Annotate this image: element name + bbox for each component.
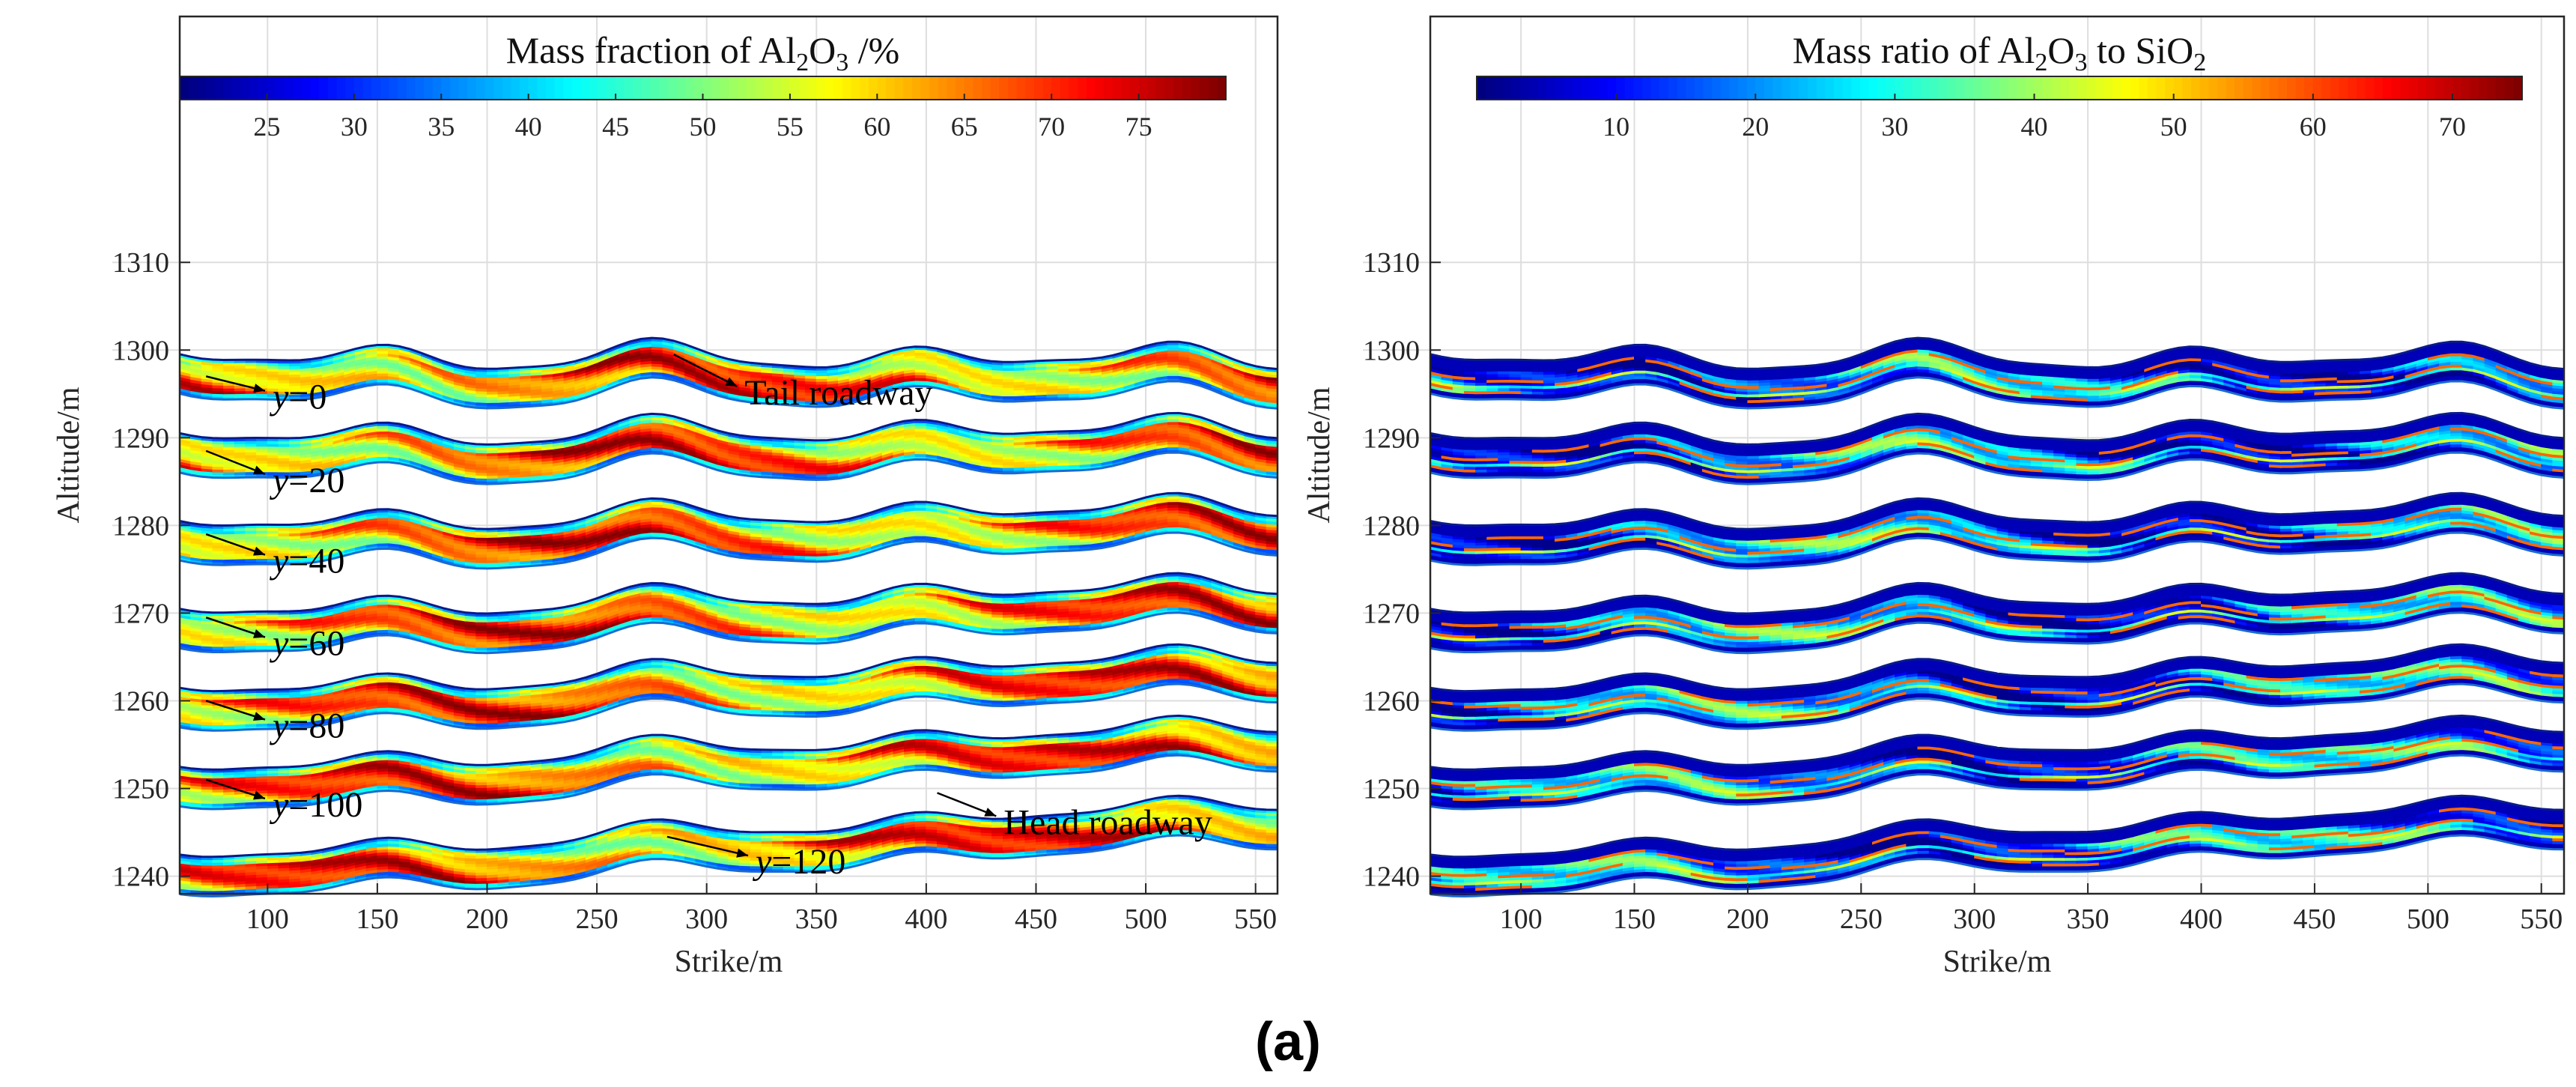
band-cell [256,446,268,450]
band-cell [256,448,268,452]
band-cell [1003,393,1015,396]
band-cell [1003,438,1015,443]
band-cell [1167,350,1179,354]
data-band-0 [179,336,1278,410]
band-cell [1003,384,1015,388]
band-cell [1167,347,1179,351]
band-cell [212,635,225,639]
band-cell [1003,390,1015,394]
band-cell [914,608,927,613]
band-cell [245,373,258,378]
band-cell [1003,370,1015,374]
band-cell [1003,378,1015,383]
band-cell [245,376,258,381]
band-cell [256,533,268,536]
band-cell [914,603,927,608]
band-cell [377,347,389,351]
band-cell [914,512,927,517]
band-cell [245,381,258,386]
band-cell [223,373,235,378]
band-cell [212,629,225,633]
band-cell [476,647,487,651]
band-cell [267,536,279,539]
band-cell [1003,396,1015,399]
band-cell [256,440,268,444]
band-cell [1167,355,1179,360]
band-cell [212,643,225,647]
band-cell [256,541,268,545]
band-cell [256,557,268,562]
band-cell [1167,352,1179,357]
band-cell [256,460,268,464]
band-cell [256,555,268,560]
band-cell [223,365,235,369]
band-cell [476,632,487,637]
band-cell [377,361,389,366]
band-cell [212,640,225,644]
band-cell [267,530,279,534]
band-cell [1167,415,1179,420]
band-cell [377,425,389,429]
band-cell [914,506,927,511]
band-cell [914,611,927,616]
band-cell [1003,381,1015,385]
band-cell [914,617,927,621]
panel-left-chart: 100 150 200 250 300 350 400 450 500 5501240125012… [52,15,1279,979]
band-cell [256,536,268,539]
band-cell [1003,364,1015,369]
band-cell [256,454,268,458]
band-cell [1167,372,1179,376]
band-cell [805,629,817,633]
band-cell [278,530,291,534]
band-cell [1003,387,1015,391]
band-cell [245,368,258,372]
band-cell [278,440,291,444]
band-cell [1167,369,1179,374]
band-cell [1167,363,1179,368]
band-cell [377,369,389,374]
band-cell [1167,375,1179,379]
band-cell [1167,429,1179,434]
band-cell [1003,372,1015,377]
band-cell [256,527,268,531]
band-cell [805,623,817,627]
band-cell [223,387,235,392]
band-cell [1167,423,1179,428]
band-cell [1167,361,1179,365]
band-cell [1003,444,1015,449]
band-cell [914,600,927,605]
band-cell [212,550,225,554]
band-cell [1003,367,1015,372]
band-cell [278,536,291,539]
